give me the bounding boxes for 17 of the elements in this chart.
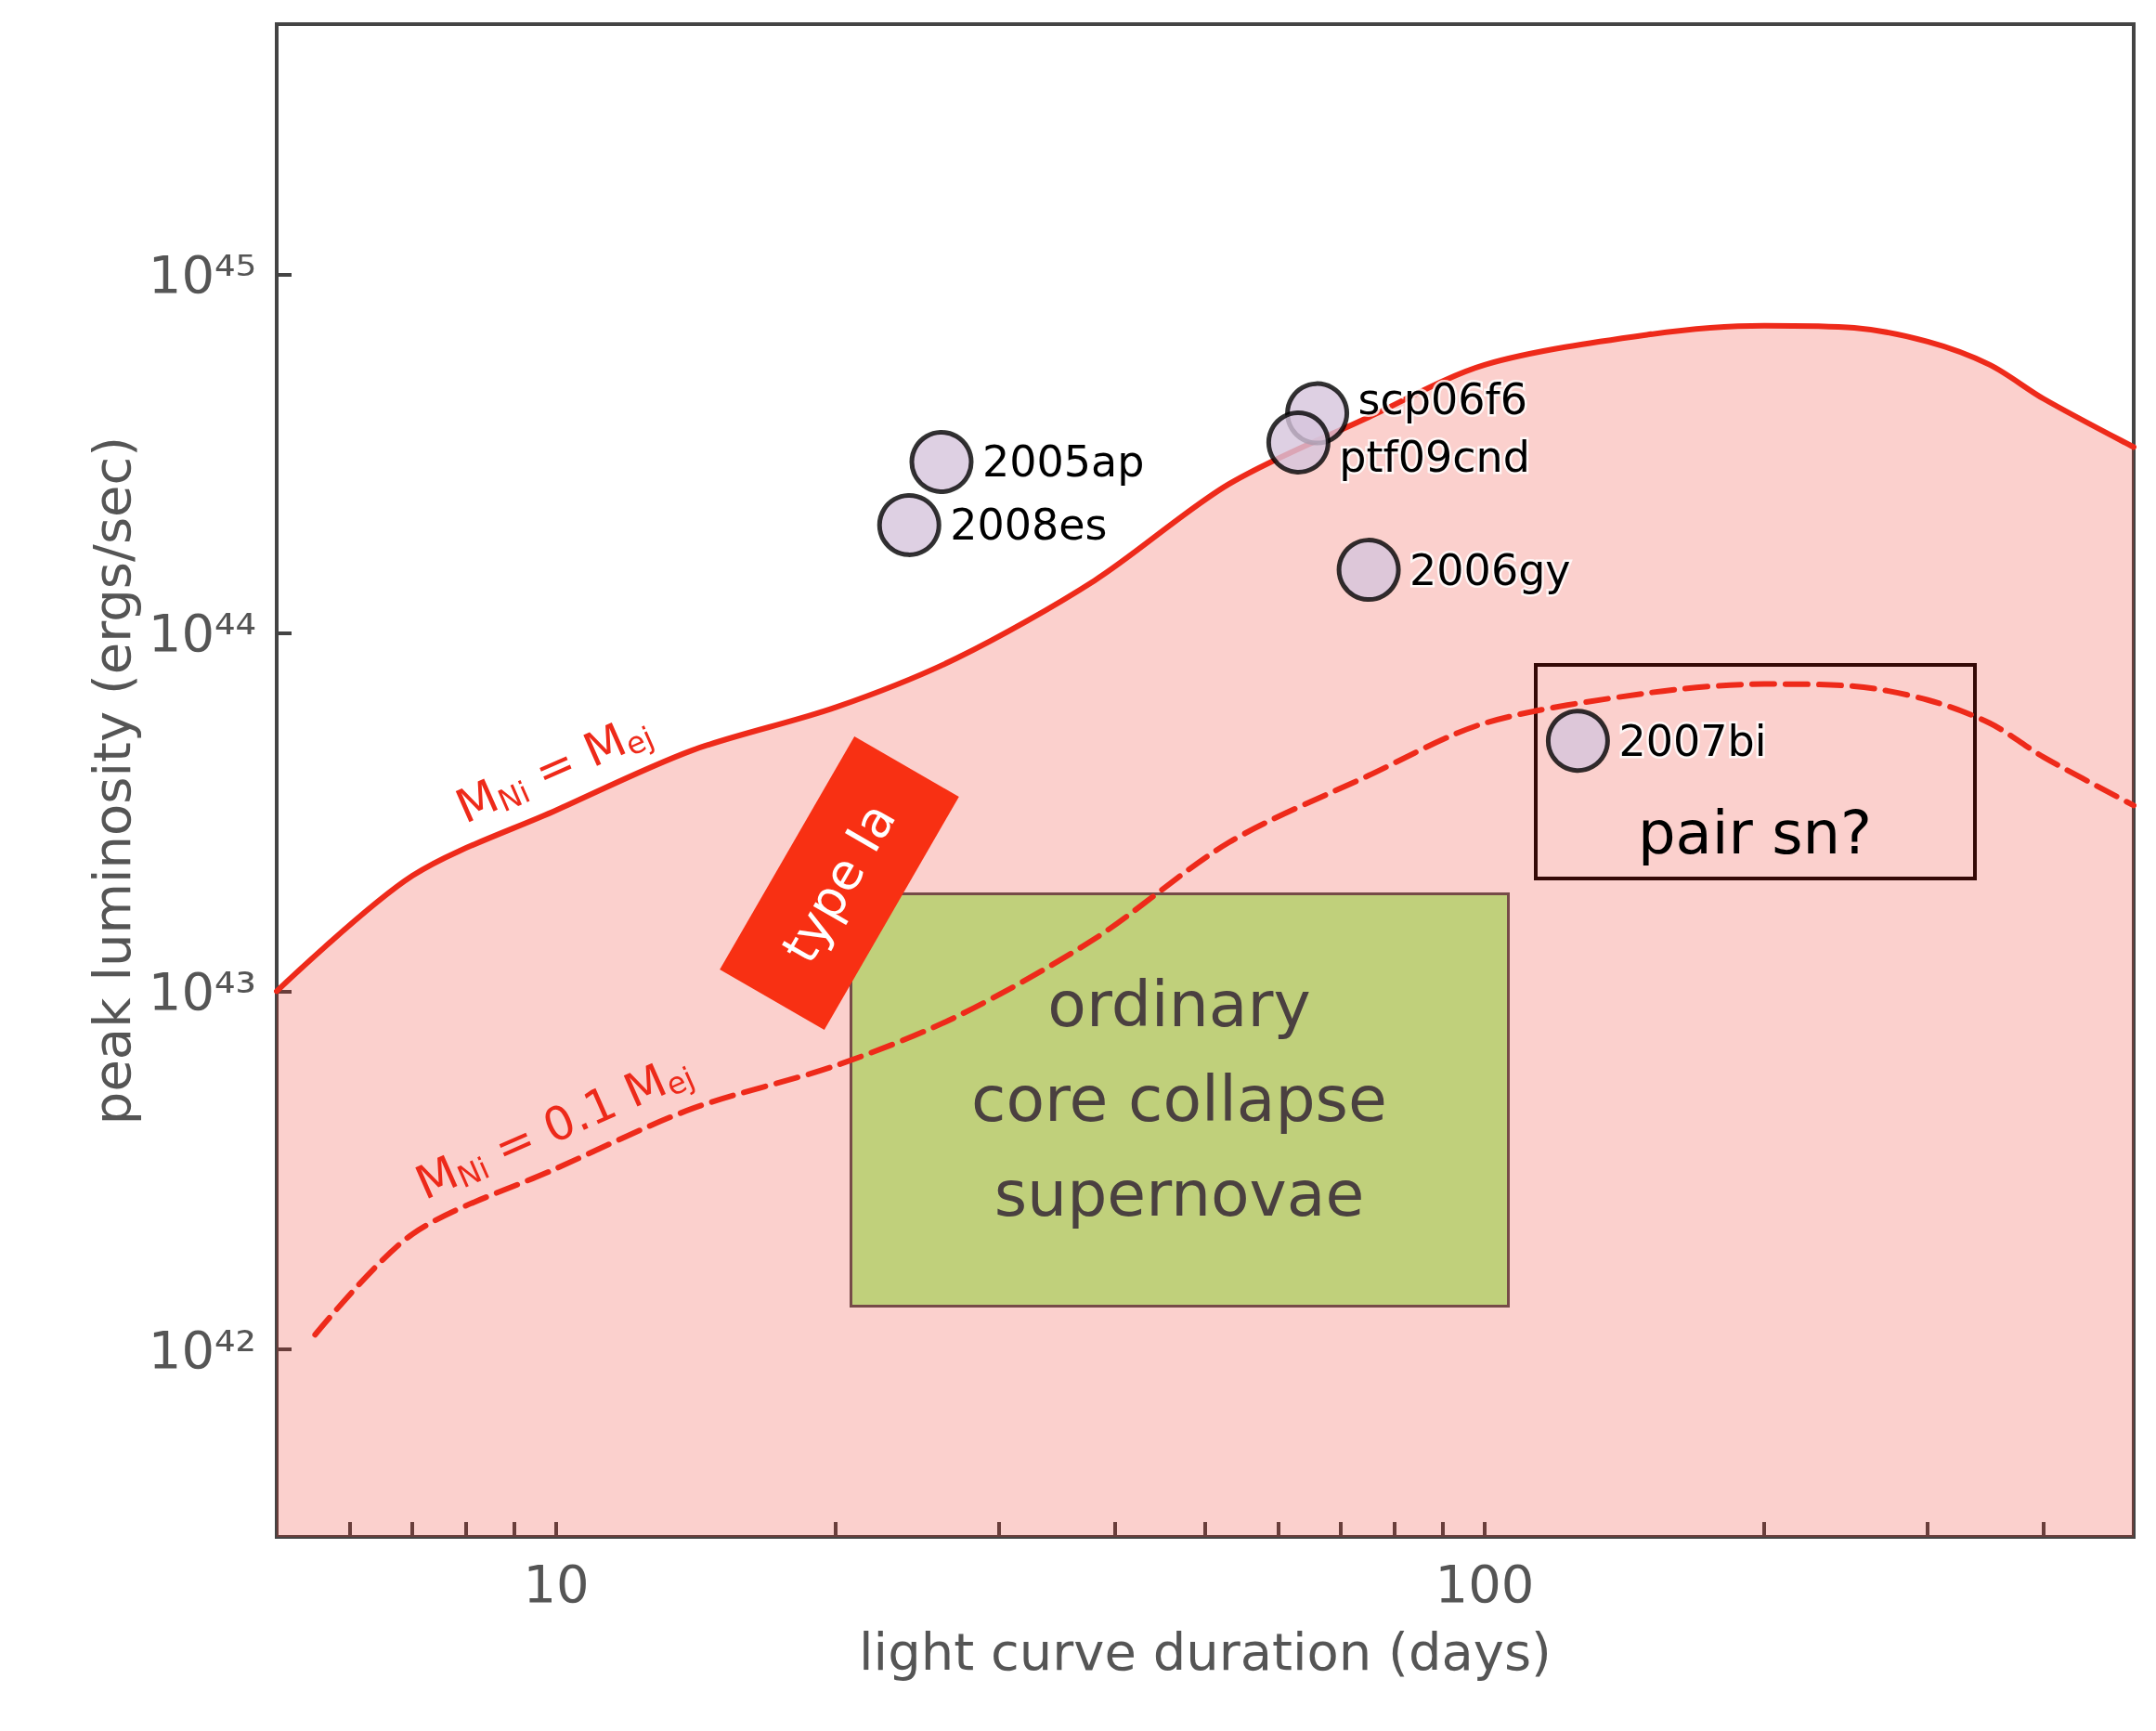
y-tick-label: 10⁴⁴ — [148, 603, 256, 664]
annotation: ordinary core collapse supernovae — [971, 967, 1387, 1233]
text: MNi = 0.1 Mej — [407, 1052, 700, 1211]
y-tick-label: 10⁴² — [148, 1319, 256, 1380]
x-axis-title: light curve duration (days) — [859, 1620, 1552, 1682]
annotation: 2005ap — [982, 436, 1145, 488]
annotation: 2008es — [950, 500, 1108, 551]
x-tick-label: 10 — [523, 1553, 590, 1614]
text: MNi = Mej — [448, 712, 659, 835]
annotation: pair sn? — [1637, 797, 1873, 869]
x-tick-label: 100 — [1435, 1553, 1535, 1614]
y-tick-label: 10⁴³ — [148, 960, 256, 1022]
y-tick-label: 10⁴⁵ — [148, 244, 256, 306]
annotation: ptf09cnd — [1339, 431, 1530, 482]
annotation: 2007bi — [1618, 715, 1767, 766]
annotation: 2006gy — [1409, 544, 1571, 595]
y-axis-title: peak luminosity (ergs/sec) — [81, 436, 142, 1126]
